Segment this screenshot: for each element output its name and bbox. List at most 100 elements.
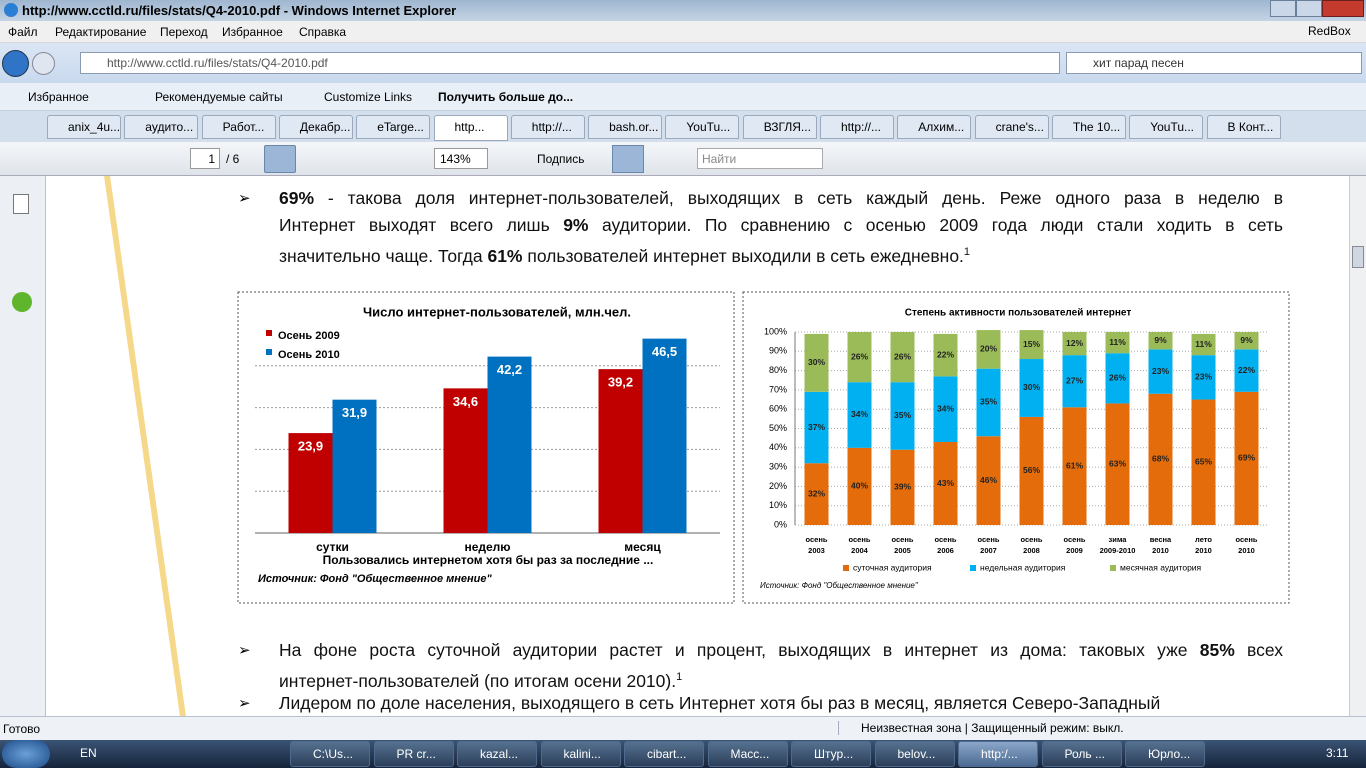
tab[interactable]: Алхим... <box>897 115 972 139</box>
data-label: 22% <box>1238 365 1255 375</box>
legend-label: месячная аудитория <box>1120 562 1202 572</box>
start-button[interactable] <box>2 740 50 768</box>
task-button[interactable]: belov... <box>874 741 955 767</box>
redbox[interactable]: RedBox <box>1308 24 1351 38</box>
tab[interactable]: anix_4u... <box>47 115 121 139</box>
tab[interactable]: crane's... <box>974 115 1049 139</box>
search-field[interactable]: хит парад песен <box>1066 52 1362 74</box>
tab[interactable]: Работ... <box>201 115 276 139</box>
data-label: 23,9 <box>298 439 323 454</box>
text-run: пользователей интернет выходили в сеть е… <box>522 245 964 266</box>
task-button[interactable]: http:/... <box>958 741 1038 767</box>
y-tick-label: 20% <box>769 481 787 491</box>
url-field[interactable]: http://www.cctld.ru/files/stats/Q4-2010.… <box>80 52 1060 74</box>
forward-button[interactable] <box>32 52 55 75</box>
legend-swatch <box>1110 565 1116 571</box>
text-run: интернет-пользователей (по итогам осени … <box>279 670 677 691</box>
clock: 3:11 <box>1326 746 1349 760</box>
address-bar: http://www.cctld.ru/files/stats/Q4-2010.… <box>0 43 1366 83</box>
help-icon[interactable] <box>12 292 32 312</box>
menu-item[interactable]: Справка <box>299 25 347 39</box>
close[interactable] <box>1322 0 1364 17</box>
data-label: 34% <box>937 403 954 413</box>
data-label: 11% <box>1195 339 1212 349</box>
x-tick-label: осень <box>1021 535 1043 544</box>
page-field[interactable]: 1 <box>190 148 220 169</box>
data-label: 9% <box>1240 335 1253 345</box>
task-button[interactable]: cibart... <box>624 741 704 767</box>
data-label: 34,6 <box>453 394 478 409</box>
pages-icon[interactable] <box>13 194 29 214</box>
bar <box>642 338 687 533</box>
legend-swatch <box>970 565 976 571</box>
x-axis-title: Пользовались интернетом хотя бы раз за п… <box>323 553 654 567</box>
bar-segment <box>804 333 829 392</box>
tab[interactable]: http... <box>433 115 508 141</box>
tab[interactable]: ВЗГЛЯ... <box>742 115 817 139</box>
zone-text: Неизвестная зона | Защищенный режим: вык… <box>838 721 1228 735</box>
task-button[interactable]: kalini... <box>540 741 621 767</box>
text-run: Лидером по доле населения, выходящего в … <box>279 693 1161 713</box>
tab[interactable]: Декабр... <box>278 115 353 139</box>
legend-label: Осень 2010 <box>278 349 340 361</box>
task-button[interactable]: Масс... <box>707 741 788 767</box>
data-label: 30% <box>1023 382 1040 392</box>
x-tick-label: 2009-2010 <box>1100 546 1136 555</box>
bar <box>487 356 532 533</box>
bar-segment <box>1019 416 1044 525</box>
back-button[interactable] <box>2 50 29 77</box>
maximize[interactable] <box>1296 0 1322 17</box>
x-tick-label: осень <box>849 535 871 544</box>
bullet: ➢ <box>238 190 251 207</box>
menu-item[interactable]: Редактирование <box>55 25 147 39</box>
task-button[interactable]: Юрло... <box>1125 741 1205 767</box>
tab[interactable]: http://... <box>820 115 894 139</box>
text-run: всех <box>1234 640 1283 660</box>
fav-item[interactable]: Рекомендуемые сайты <box>155 90 283 104</box>
x-tick-label: зима <box>1109 535 1128 544</box>
data-label: 63% <box>1109 458 1126 468</box>
x-tick-label: 2009 <box>1066 546 1083 555</box>
tab[interactable]: bash.or... <box>588 115 663 139</box>
favorites-button[interactable]: Избранное <box>28 90 89 104</box>
task-button[interactable]: Роль ... <box>1041 741 1122 767</box>
task-button[interactable]: PR cr... <box>373 741 454 767</box>
menu-item[interactable]: Переход <box>160 25 208 39</box>
zoom-field[interactable]: 143% <box>434 148 488 169</box>
data-label: 39,2 <box>608 375 633 390</box>
favorites-bar: Избранное Рекомендуемые сайты Customize … <box>0 83 1366 111</box>
menu-item[interactable]: Файл <box>8 25 38 39</box>
bar-segment <box>1105 353 1130 404</box>
footnote-ref: 1 <box>676 671 683 683</box>
tab[interactable]: YouTu... <box>665 115 740 139</box>
select-tool[interactable] <box>264 145 296 173</box>
tab[interactable]: аудито... <box>124 115 199 139</box>
task-button[interactable]: Штур... <box>791 741 871 767</box>
charts: Число интернет-пользователей, млн.чел. Ос… <box>237 291 1290 604</box>
paragraph: На фоне роста суточной аудитории растет … <box>279 637 1283 695</box>
bar-segment <box>933 376 958 443</box>
language[interactable]: EN <box>80 746 97 760</box>
menu-item[interactable]: Избранное <box>222 25 283 39</box>
tab[interactable]: http://... <box>510 115 585 139</box>
task-button[interactable]: kazal... <box>457 741 537 767</box>
tab[interactable]: В Конт... <box>1206 115 1281 139</box>
tab[interactable]: YouTu... <box>1129 115 1204 139</box>
fav-item[interactable]: Получить больше до... <box>438 90 574 104</box>
bar-segment <box>1191 333 1216 356</box>
y-tick-label: 50% <box>769 423 787 433</box>
tab[interactable]: The 10... <box>1051 115 1126 139</box>
scroll-thumb[interactable] <box>1352 246 1364 268</box>
minimize[interactable] <box>1270 0 1296 17</box>
fit-width[interactable] <box>612 145 644 173</box>
data-label: 61% <box>1066 460 1083 470</box>
y-tick-label: 70% <box>769 384 787 394</box>
find-field[interactable]: Найти <box>697 148 823 169</box>
sign-button[interactable]: Подпись <box>537 152 585 166</box>
fav-item[interactable]: Customize Links <box>324 90 413 104</box>
legend-label: суточная аудитория <box>853 562 932 572</box>
tab[interactable]: eTarge... <box>356 115 431 139</box>
x-tick-label: осень <box>1236 535 1258 544</box>
task-button[interactable]: C:\Us... <box>290 741 370 767</box>
